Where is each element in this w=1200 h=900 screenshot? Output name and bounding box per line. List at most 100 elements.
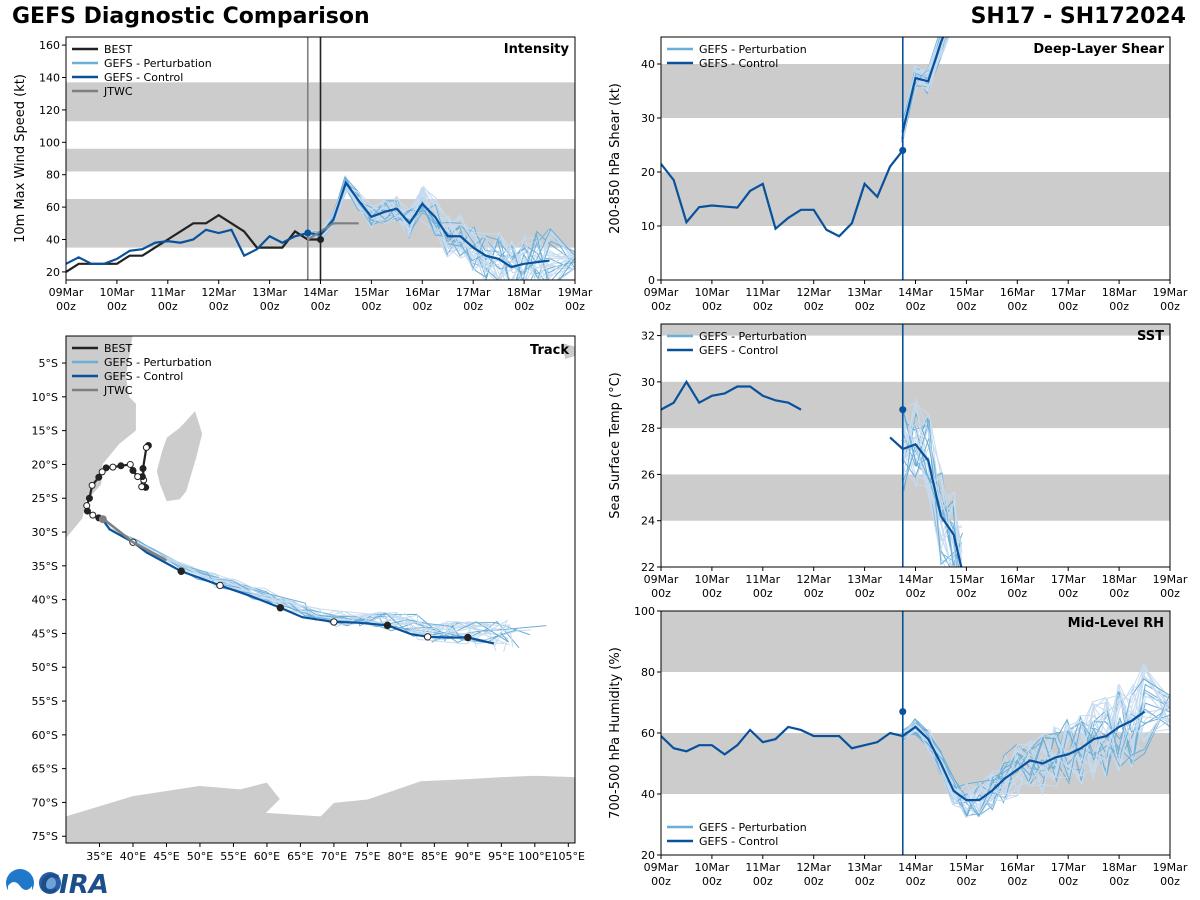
rh-perturbation-line-22 bbox=[902, 684, 1170, 808]
track-ytick-label: 5°S bbox=[39, 357, 58, 370]
sst-series-gefs-control-line bbox=[661, 379, 802, 411]
track-perturbation-line-0 bbox=[102, 519, 500, 642]
track-control-marker bbox=[423, 633, 432, 641]
track-control-marker bbox=[177, 567, 185, 575]
sst-title: SST bbox=[1137, 329, 1164, 344]
intensity-xtick-label: 18Mar bbox=[507, 286, 542, 299]
track-xtick-label: 90°E bbox=[455, 850, 481, 863]
intensity-xtick-label: 10Mar bbox=[100, 286, 135, 299]
rh-xtick-sublabel: 00z bbox=[753, 875, 773, 888]
africa-land bbox=[66, 336, 137, 540]
rh-xtick-sublabel: 00z bbox=[651, 875, 671, 888]
shear-ytick-label: 10 bbox=[641, 220, 655, 233]
intensity-perturbation-line-21 bbox=[307, 177, 575, 280]
sst-xtick-label: 17Mar bbox=[1051, 573, 1086, 586]
intensity-perturbation-line-29 bbox=[307, 186, 575, 280]
intensity-xtick-sublabel: 00z bbox=[514, 300, 534, 313]
track-best-marker bbox=[138, 483, 146, 491]
shear-xtick-sublabel: 00z bbox=[804, 300, 824, 313]
shear-xtick-label: 17Mar bbox=[1051, 286, 1086, 299]
track-best-marker bbox=[89, 511, 97, 519]
sst-legend-label: GEFS - Perturbation bbox=[699, 330, 807, 343]
track-best-marker bbox=[139, 464, 147, 472]
intensity-ytick-label: 60 bbox=[46, 201, 60, 214]
intensity-xtick-label: 11Mar bbox=[150, 286, 185, 299]
track-perturbation-line-2 bbox=[102, 519, 502, 633]
shear-xtick-sublabel: 00z bbox=[1160, 300, 1180, 313]
track-control-marker bbox=[216, 581, 224, 590]
track-legend-label: GEFS - Control bbox=[104, 370, 183, 383]
track-ytick-label: 60°S bbox=[32, 729, 58, 742]
sst-xtick-sublabel: 00z bbox=[1007, 587, 1027, 600]
intensity-xtick-sublabel: 00z bbox=[463, 300, 483, 313]
track-frame bbox=[65, 335, 576, 844]
intensity-series-best-line bbox=[66, 213, 321, 273]
sst-ytick-label: 22 bbox=[641, 561, 655, 574]
intensity-xtick-sublabel: 00z bbox=[311, 300, 331, 313]
sst-init-marker bbox=[899, 406, 907, 414]
track-best-marker bbox=[129, 467, 137, 475]
rh-xtick-label: 11Mar bbox=[745, 861, 780, 874]
track-perturbation-line-6 bbox=[102, 519, 531, 643]
shear-xtick-label: 12Mar bbox=[796, 286, 831, 299]
shear-xtick-sublabel: 00z bbox=[753, 300, 773, 313]
sumatra-land bbox=[561, 342, 575, 361]
sst-xtick-label: 11Mar bbox=[745, 573, 780, 586]
rh-xtick-label: 13Mar bbox=[847, 861, 882, 874]
intensity-legend-label: JTWC bbox=[103, 85, 133, 98]
track-best-marker bbox=[109, 463, 117, 471]
track-best-marker bbox=[134, 473, 142, 481]
intensity-legend-label: GEFS - Control bbox=[104, 71, 183, 84]
rh-xtick-label: 16Mar bbox=[1000, 861, 1035, 874]
track-legend-label: GEFS - Perturbation bbox=[104, 356, 212, 369]
track-control-marker bbox=[383, 621, 392, 630]
intensity-xtick-label: 15Mar bbox=[354, 286, 389, 299]
rh-ylabel: 700-500 hPa Humidity (%) bbox=[608, 647, 623, 819]
track-best-marker bbox=[85, 494, 93, 502]
sst-xtick-sublabel: 00z bbox=[1058, 587, 1078, 600]
sst-xtick-sublabel: 00z bbox=[651, 587, 671, 600]
intensity-xtick-sublabel: 00z bbox=[56, 300, 76, 313]
intensity-series-jtwc-line bbox=[307, 222, 359, 241]
intensity-xtick-label: 14Mar bbox=[303, 286, 338, 299]
sst-ytick-label: 24 bbox=[641, 515, 655, 528]
track-ytick-label: 50°S bbox=[32, 661, 58, 674]
track-best-marker bbox=[98, 468, 106, 476]
rh-ytick-label: 100 bbox=[634, 605, 655, 618]
page-title-left: GEFS Diagnostic Comparison bbox=[12, 4, 370, 29]
sst-xtick-sublabel: 00z bbox=[1160, 587, 1180, 600]
intensity-xtick-sublabel: 00z bbox=[209, 300, 229, 313]
shear-title: Deep-Layer Shear bbox=[1033, 42, 1164, 57]
shear-series-gefs-control-fcst-line bbox=[901, 37, 945, 132]
track-control-marker bbox=[276, 604, 285, 612]
track-jtwc-line bbox=[102, 517, 168, 562]
sst-perturbation-line-19 bbox=[901, 443, 962, 562]
sst-band-2 bbox=[661, 324, 1170, 336]
rh-xtick-sublabel: 00z bbox=[957, 875, 977, 888]
rh-xtick-label: 09Mar bbox=[644, 861, 679, 874]
track-perturbation-line-15 bbox=[102, 519, 504, 644]
noaa-wave-icon bbox=[8, 882, 32, 897]
track-ytick-label: 10°S bbox=[32, 391, 58, 404]
intensity-ytick-label: 20 bbox=[46, 266, 60, 279]
rh-band-0 bbox=[661, 733, 1170, 794]
intensity-xtick-sublabel: 00z bbox=[158, 300, 178, 313]
intensity-best-marker bbox=[317, 236, 324, 243]
sst-band-0 bbox=[661, 474, 1170, 521]
track-best-marker bbox=[142, 444, 150, 452]
intensity-perturbation-line-28 bbox=[306, 182, 575, 280]
rh-panel: 2040608010009Mar00z10Mar00z11Mar00z12Mar… bbox=[608, 605, 1188, 888]
madagascar-land bbox=[156, 409, 204, 503]
rh-ytick-label: 20 bbox=[641, 849, 655, 862]
sst-xtick-label: 15Mar bbox=[949, 573, 984, 586]
rh-xtick-label: 10Mar bbox=[695, 861, 730, 874]
rh-xtick-sublabel: 00z bbox=[804, 875, 824, 888]
shear-xtick-label: 13Mar bbox=[847, 286, 882, 299]
shear-xtick-sublabel: 00z bbox=[651, 300, 671, 313]
sst-ytick-label: 30 bbox=[641, 376, 655, 389]
sst-xtick-label: 14Mar bbox=[898, 573, 933, 586]
track-xtick-label: 95°E bbox=[488, 850, 514, 863]
globe-inner-icon bbox=[44, 877, 56, 889]
intensity-xtick-sublabel: 00z bbox=[362, 300, 382, 313]
